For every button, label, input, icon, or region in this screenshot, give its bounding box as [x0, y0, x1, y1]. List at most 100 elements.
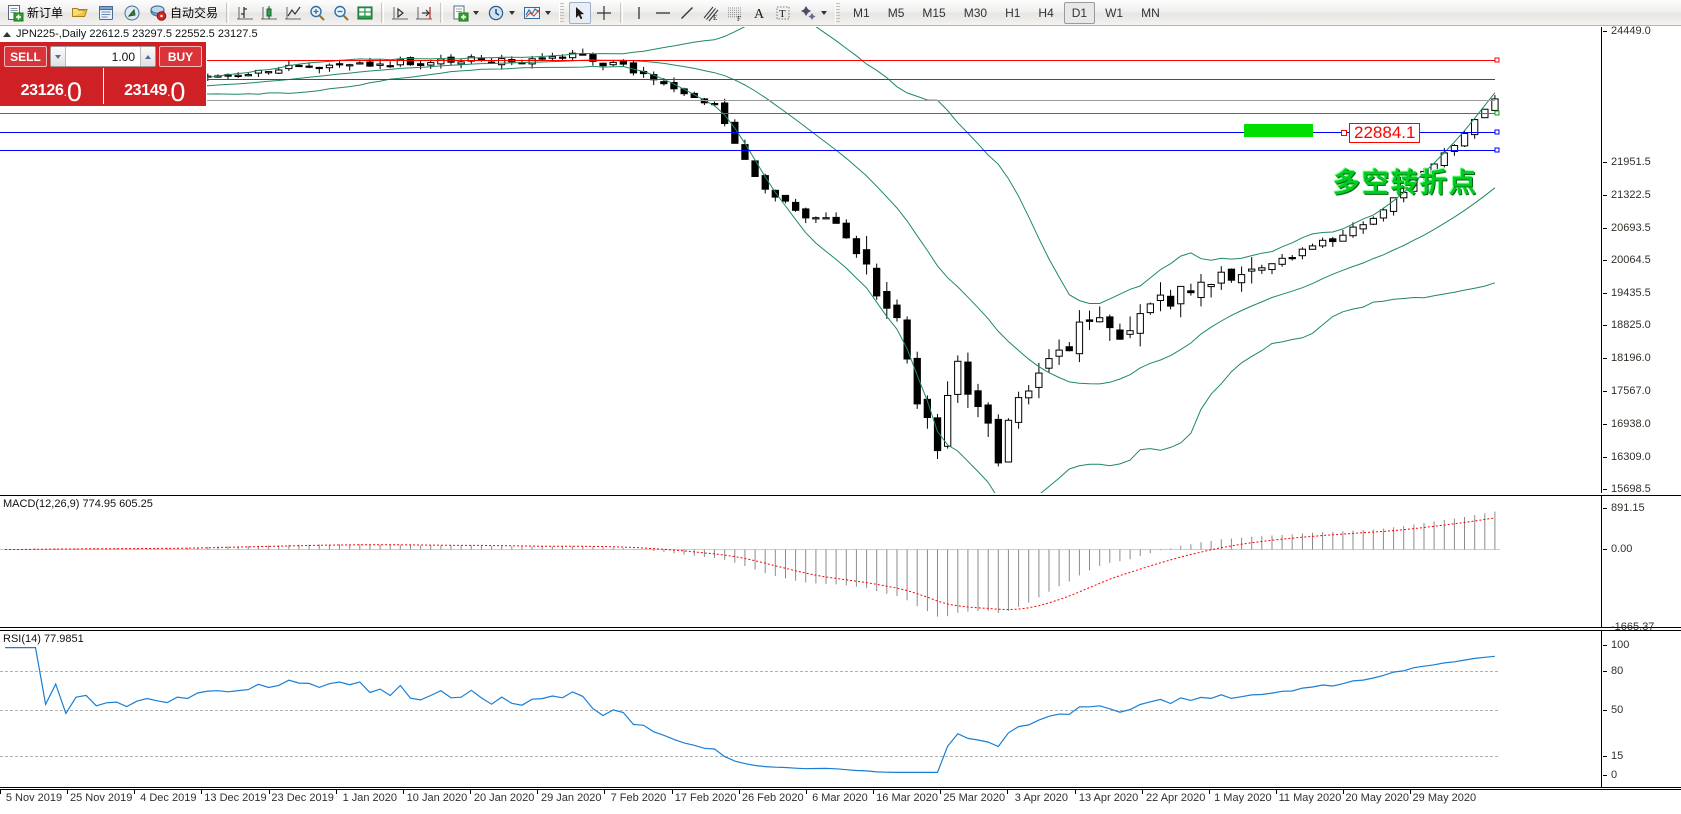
data-window-button[interactable] — [93, 1, 119, 25]
sell-button[interactable]: SELL — [4, 46, 47, 67]
time-axis-label: 7 Feb 2020 — [610, 792, 667, 804]
price-level-handle[interactable] — [1494, 110, 1500, 116]
time-axis-tick — [604, 789, 606, 794]
horizontal-line-icon[interactable] — [652, 2, 674, 24]
vertical-line-icon[interactable] — [628, 2, 650, 24]
period-dropdown[interactable] — [483, 1, 519, 25]
volume-increase-button[interactable] — [140, 47, 155, 66]
indicators-dropdown[interactable] — [519, 1, 555, 25]
chevron-down-icon[interactable] — [821, 10, 828, 15]
highlight-zone — [1244, 124, 1313, 137]
price-y-axis[interactable]: 24449.0 21951.5 21322.5 20693.5 20064.5 19435… — [1602, 25, 1681, 495]
sell-price[interactable]: 23126 . 0 — [0, 68, 104, 105]
price-level-handle[interactable] — [1494, 129, 1500, 135]
trendline-icon[interactable] — [676, 2, 698, 24]
rsi-axis-line — [1601, 631, 1602, 787]
rsi-y-axis[interactable]: 100 80 50 15 0 — [1602, 631, 1681, 787]
price-level-line[interactable] — [0, 149, 1495, 151]
time-axis-label: 13 Apr 2020 — [1078, 792, 1139, 804]
buy-button[interactable]: BUY — [159, 46, 202, 67]
price-axis-line — [1601, 27, 1602, 493]
macd-y-axis[interactable]: 891.15 0.00 -1665.37 — [1602, 496, 1681, 633]
chart-shift-icon[interactable] — [413, 2, 435, 24]
tile-windows-icon[interactable] — [354, 2, 376, 24]
chevron-down-icon[interactable] — [545, 10, 552, 15]
macd-title: MACD(12,26,9) 774.95 605.25 — [3, 498, 153, 510]
one-click-trading-panel: SELL 1.00 BUY 23126 . 0 23149 . 0 — [0, 42, 207, 106]
bar-chart-icon[interactable] — [234, 2, 256, 24]
timeframe-m15[interactable]: M15 — [922, 5, 946, 20]
macd-pane[interactable]: MACD(12,26,9) 774.95 605.25 891.15 0.00 -1… — [0, 495, 1681, 633]
zoom-in-icon[interactable] — [306, 2, 328, 24]
shapes-dropdown[interactable] — [795, 1, 831, 25]
price-y-tick-label: 17567.0 — [1611, 385, 1651, 398]
templates-dropdown[interactable] — [447, 1, 483, 25]
price-chart-pane[interactable]: 24449.0 21951.5 21322.5 20693.5 20064.5 19435… — [0, 25, 1681, 495]
time-axis-tick — [1343, 789, 1345, 794]
price-y-tick-label: 15698.5 — [1611, 483, 1651, 495]
price-level-handle[interactable] — [1494, 147, 1500, 153]
auto-trading-button[interactable]: 自动交易 — [145, 1, 222, 25]
rsi-plot-area[interactable] — [0, 631, 1681, 787]
chevron-down-icon[interactable] — [509, 10, 516, 15]
time-axis-tick — [1074, 789, 1076, 794]
time-axis-tick — [537, 789, 539, 794]
timeframe-h4[interactable]: H4 — [1038, 5, 1054, 20]
buy-price[interactable]: 23149 . 0 — [104, 68, 207, 105]
timeframe-m30[interactable]: M30 — [963, 5, 988, 20]
price-level-line[interactable] — [0, 79, 1495, 81]
auto-scroll-icon[interactable] — [389, 2, 411, 24]
crosshair-icon[interactable] — [593, 2, 615, 24]
price-level-line[interactable] — [0, 112, 1495, 114]
price-level-line[interactable] — [0, 100, 1495, 102]
price-plot-area[interactable] — [0, 27, 1681, 493]
volume-input[interactable]: 1.00 — [111, 49, 135, 64]
new-order-label: 新订单 — [27, 6, 64, 20]
timeframe-h1[interactable]: H1 — [1005, 5, 1021, 20]
macd-plot-area[interactable] — [0, 496, 1681, 627]
time-axis-tick — [738, 789, 740, 794]
macd-y-tick-label: 0.00 — [1611, 543, 1633, 556]
candlestick-icon[interactable] — [258, 2, 280, 24]
timeframe-m5[interactable]: M5 — [887, 5, 905, 20]
time-axis-label: 6 Mar 2020 — [812, 792, 868, 804]
rsi-pane[interactable]: RSI(14) 77.9851 100 80 50 15 0 — [0, 630, 1681, 788]
price-y-tick — [1603, 227, 1607, 229]
time-axis[interactable]: 5 Nov 2019 25 Nov 2019 4 Dec 2019 13 Dec 20… — [0, 789, 1681, 811]
chevron-down-icon[interactable] — [473, 10, 480, 15]
timeframe-m1[interactable]: M1 — [853, 5, 870, 20]
cursor-icon[interactable] — [569, 1, 592, 24]
fibonacci-icon[interactable]: F — [724, 2, 746, 24]
market-watch-button[interactable] — [67, 1, 93, 25]
buy-price-dot: . — [167, 85, 171, 99]
price-level-handle[interactable] — [1494, 57, 1500, 63]
equidistant-channel-icon[interactable]: E — [700, 2, 722, 24]
line-chart-icon[interactable] — [282, 2, 304, 24]
time-axis-tick — [201, 789, 203, 794]
macd-y-tick — [1603, 549, 1607, 551]
toolbar-grip-1[interactable] — [559, 2, 565, 23]
price-tag-handle[interactable] — [1341, 130, 1347, 136]
text-label-icon[interactable]: T — [772, 2, 794, 24]
collapse-arrow-icon[interactable] — [3, 31, 11, 37]
volume-stepper[interactable]: 1.00 — [50, 46, 156, 67]
rsi-y-tick — [1603, 671, 1607, 672]
text-icon[interactable]: A — [748, 2, 770, 24]
toolbar-grip-2[interactable] — [835, 2, 841, 23]
new-order-button[interactable]: 新订单 — [2, 1, 67, 25]
volume-decrease-button[interactable] — [51, 47, 66, 66]
timeframe-w1[interactable]: W1 — [1105, 5, 1124, 20]
price-level-line[interactable] — [0, 60, 1495, 62]
data-window-icon — [97, 4, 115, 22]
price-level-line[interactable] — [0, 131, 1495, 133]
time-axis-label: 25 Mar 2020 — [943, 792, 1006, 804]
timeframe-d1[interactable]: D1 — [1063, 1, 1096, 24]
rsi-y-tick-label: 0 — [1611, 769, 1618, 781]
price-tag-annotation[interactable]: 22884.1 — [1349, 123, 1421, 143]
sell-price-dot: . — [63, 85, 67, 99]
zoom-out-icon[interactable] — [330, 2, 352, 24]
time-axis-label: 10 Jan 2020 — [406, 792, 468, 804]
timeframe-mn[interactable]: MN — [1141, 5, 1160, 20]
navigator-button[interactable] — [119, 1, 145, 25]
clock-icon — [487, 4, 505, 22]
